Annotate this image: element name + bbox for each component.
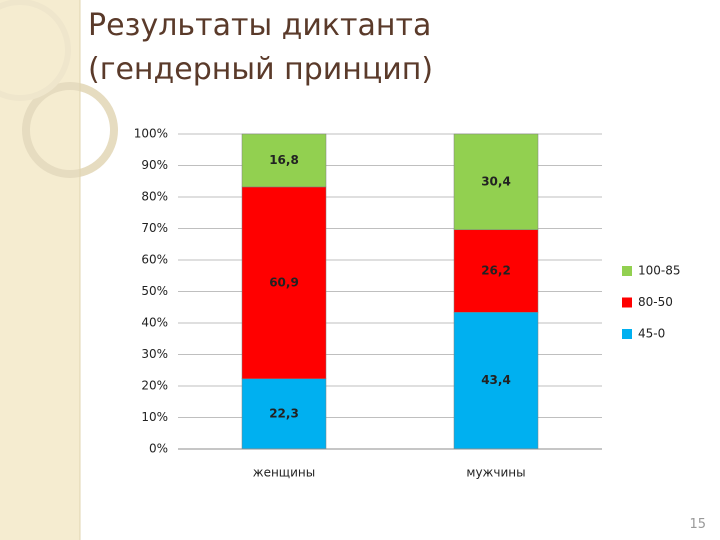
y-tick-label: 30% [141, 347, 168, 361]
bar-segment [241, 133, 327, 188]
y-tick-label: 10% [141, 410, 168, 424]
slide-title: Результаты диктанта (гендерный принцип) [88, 8, 434, 87]
x-tick-label: женщины [253, 466, 315, 480]
y-tick-label: 100% [134, 127, 168, 141]
legend-swatch [622, 297, 632, 308]
data-label: 43,4 [481, 373, 511, 387]
y-tick-label: 90% [141, 158, 168, 172]
y-tick-label: 60% [141, 253, 168, 267]
x-tick-label: мужчины [466, 466, 525, 480]
y-tick-label: 50% [141, 284, 168, 298]
legend-label: 45-0 [638, 327, 665, 341]
y-tick-label: 80% [141, 190, 168, 204]
bar-segment [241, 378, 327, 450]
data-label: 60,9 [269, 275, 299, 289]
legend-swatch [622, 329, 632, 339]
bar-segment [241, 186, 327, 380]
data-label: 26,2 [481, 264, 511, 278]
side-strip [0, 0, 80, 540]
bar-segment [453, 133, 539, 231]
y-tick-label: 70% [141, 221, 168, 235]
bar-segment [453, 312, 539, 450]
y-tick-label: 40% [141, 316, 168, 330]
legend-label: 80-50 [638, 295, 673, 309]
decor-circle [22, 82, 118, 178]
y-tick-label: 0% [149, 442, 168, 456]
decor-circle [0, 0, 71, 101]
data-label: 30,4 [481, 174, 511, 188]
data-label: 16,8 [269, 153, 299, 167]
legend-label: 100-85 [638, 264, 681, 278]
page-number: 15 [689, 517, 706, 532]
y-tick-label: 20% [141, 379, 168, 393]
legend-swatch [622, 266, 632, 276]
bar-segment [453, 229, 539, 313]
data-label: 22,3 [269, 406, 299, 420]
